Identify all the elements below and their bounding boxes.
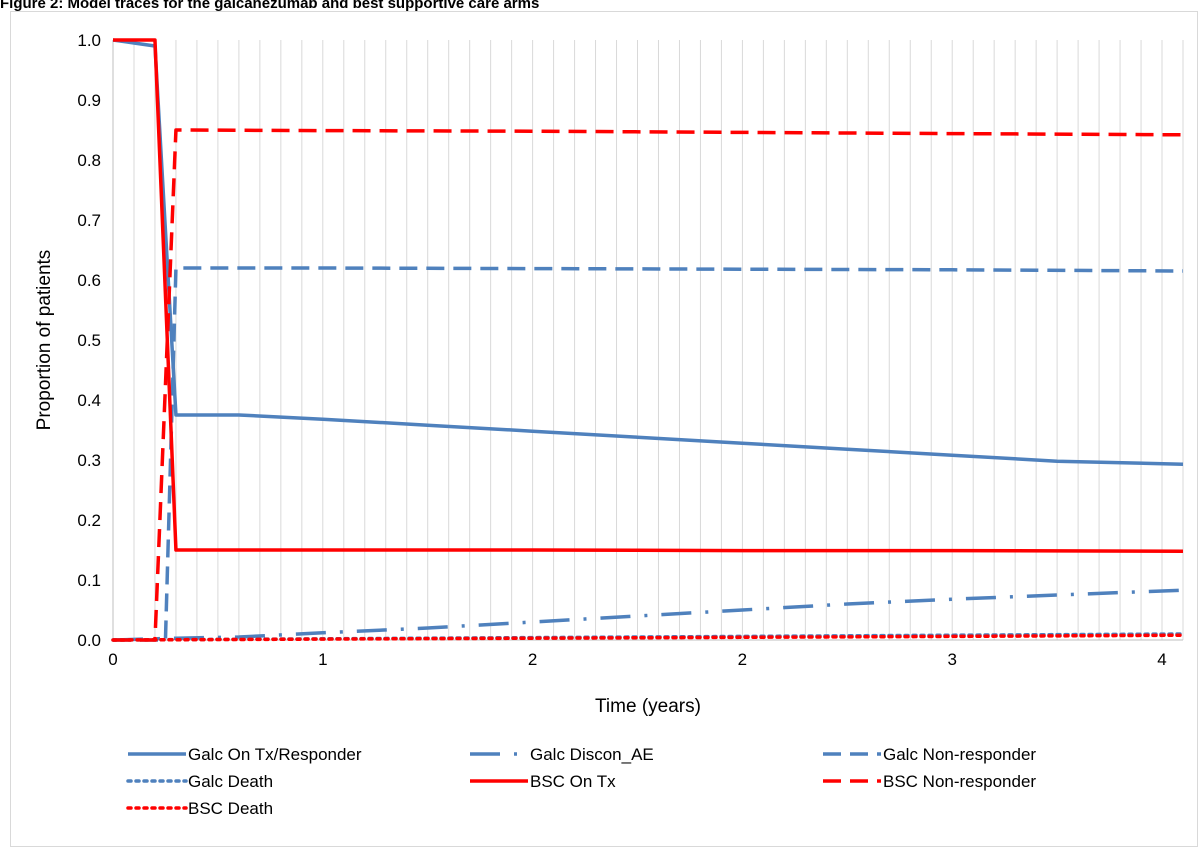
figure-title: Figure 2: Model traces for the galcanezu… <box>0 0 540 12</box>
chart-frame <box>10 11 1198 847</box>
y-tick-label: 0.6 <box>77 271 101 290</box>
x-tick-label: 2 <box>528 650 537 669</box>
x-tick-label: 1 <box>318 650 327 669</box>
y-tick-label: 1.0 <box>77 31 101 50</box>
x-tick-label: 4 <box>1157 650 1166 669</box>
series-line-bsc-on-tx <box>113 38 1184 553</box>
series-line-galc-on-tx-responder <box>112 38 1184 466</box>
y-tick-label: 0.7 <box>77 211 101 230</box>
series-lines <box>111 38 1185 642</box>
legend-label-bsc-death: BSC Death <box>188 799 273 818</box>
legend-label-galc-discon-ae: Galc Discon_AE <box>530 745 654 764</box>
series-line-galc-non-responder <box>113 266 1184 642</box>
x-tick-label: 3 <box>947 650 956 669</box>
x-tick-label: 2 <box>738 650 747 669</box>
x-tick-label: 0 <box>108 650 117 669</box>
legend-label-galc-death: Galc Death <box>188 772 273 791</box>
y-tick-label: 0.4 <box>77 391 101 410</box>
y-tick-label: 0.5 <box>77 331 101 350</box>
series-line-bsc-non-responder <box>113 128 1184 642</box>
legend: Galc On Tx/Responder Galc Discon_AE Galc N… <box>126 745 1036 818</box>
legend-label-galc-on-tx-responder: Galc On Tx/Responder <box>188 745 362 764</box>
legend-label-bsc-on-tx: BSC On Tx <box>530 772 616 791</box>
series-line-galc-discon-ae <box>112 588 1184 642</box>
x-axis-title: Time (years) <box>595 696 701 717</box>
y-tick-label: 0.9 <box>77 91 101 110</box>
y-tick-label: 0.3 <box>77 451 101 470</box>
y-tick-label: 0.2 <box>77 511 101 530</box>
y-tick-label: 0.1 <box>77 571 101 590</box>
tick-labels: 0.00.10.20.30.40.50.60.70.80.91.00122345 <box>77 31 1166 669</box>
legend-label-galc-non-responder: Galc Non-responder <box>883 745 1036 764</box>
y-tick-label: 0.0 <box>77 631 101 650</box>
y-tick-label: 0.8 <box>77 151 101 170</box>
y-axis-title: Proportion of patients <box>34 250 55 431</box>
series-line-bsc-death <box>111 633 1185 642</box>
legend-label-bsc-non-responder: BSC Non-responder <box>883 772 1036 791</box>
